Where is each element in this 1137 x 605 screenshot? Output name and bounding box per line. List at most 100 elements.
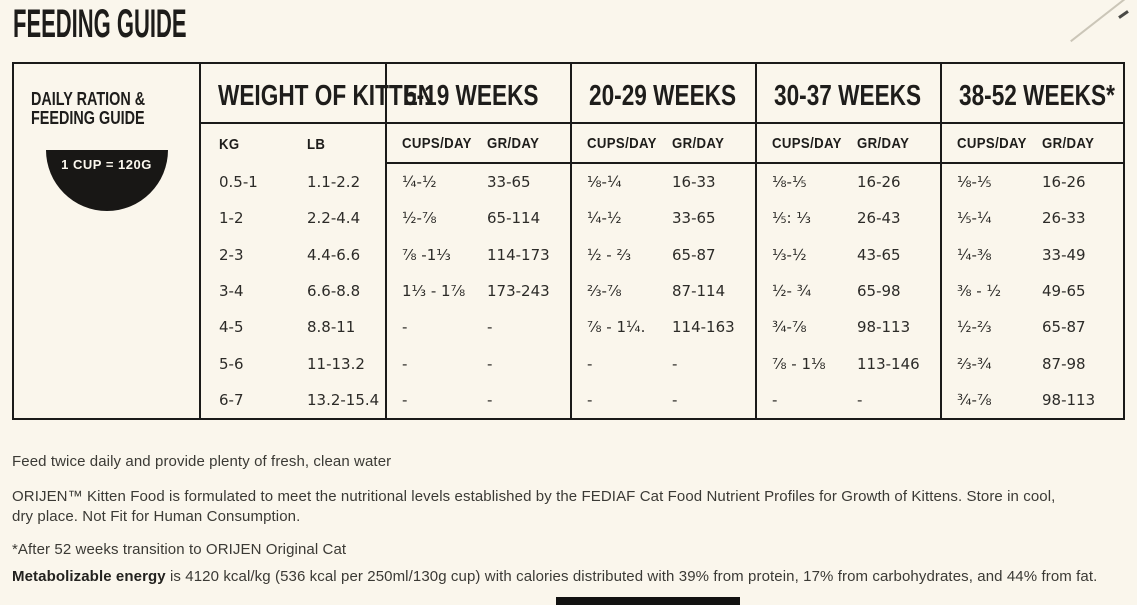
group-header-weight-label: WEIGHT OF KITTEN <box>218 79 435 112</box>
cell-grams: 26-33 <box>1042 209 1086 228</box>
group-header-20-29-weeks: 20-29 WEEKS <box>572 64 755 124</box>
cell-grams: 16-26 <box>1042 173 1086 192</box>
cell-grams: 65-87 <box>1042 318 1086 337</box>
col-header-gr-day: GR/DAY <box>1042 134 1095 152</box>
paper-tear-speck <box>1118 10 1129 19</box>
group-header-weight: WEIGHT OF KITTEN <box>201 64 434 124</box>
table-row: ⅔-⅞ 87-114 <box>572 273 755 309</box>
cell-cups: ¼-½ <box>587 209 622 228</box>
note-metabolizable-energy-bold: Metabolizable energy <box>12 568 166 585</box>
table-row: ⅜ - ½ 49-65 <box>942 273 1125 309</box>
table-row: -- <box>757 382 940 418</box>
column-group-30-37-weeks: 30-37 WEEKS CUPS/DAY GR/DAY ⅛-⅕ 16-26 ⅕: … <box>755 64 940 418</box>
corner-column: DAILY RATION & FEEDING GUIDE 1 CUP = 120… <box>14 64 199 418</box>
table-row: 0.5-1 1.1-2.2 <box>201 164 385 200</box>
table-row: ⅓-½ 43-65 <box>757 237 940 273</box>
cell-grams: 87-98 <box>1042 354 1086 373</box>
subheader-row: CUPS/DAY GR/DAY <box>572 124 755 164</box>
table-row: ⅞ - 1¼. 114-163 <box>572 309 755 345</box>
subheader-row-weight: KG LB <box>201 124 385 164</box>
cell-cups: ⅔-¾ <box>957 354 992 373</box>
cell-cups: ½-⅞ <box>402 209 437 228</box>
table-row: 1⅓ - 1⅞ 173-243 <box>387 273 570 309</box>
cell-grams: 65-98 <box>857 281 901 300</box>
cell-grams: 113-146 <box>857 354 920 373</box>
cell-cups: ½- ¾ <box>772 281 812 300</box>
column-group-20-29-weeks: 20-29 WEEKS CUPS/DAY GR/DAY ⅛-¼ 16-33 ¼-½… <box>570 64 755 418</box>
table-row: ⅞ -1⅓ 114-173 <box>387 237 570 273</box>
table-row: ½- ¾ 65-98 <box>757 273 940 309</box>
cell-cups: ⅓-½ <box>772 245 807 264</box>
cell-grams: - <box>487 390 493 409</box>
col-header-gr-day: GR/DAY <box>672 134 725 152</box>
cell-grams: - <box>672 390 678 409</box>
cell-cups: - <box>402 354 408 373</box>
cell-cups: ½ - ⅔ <box>587 245 632 264</box>
table-row: ¾-⅞ 98-113 <box>757 309 940 345</box>
cell-grams: 87-114 <box>672 281 726 300</box>
table-row: ⅕-¼ 26-33 <box>942 200 1125 236</box>
col-header-cups-day: CUPS/DAY <box>772 134 842 152</box>
table-row: 2-3 4.4-6.6 <box>201 237 385 273</box>
group-header-5-19-weeks: 5-19 WEEKS <box>387 64 570 124</box>
cell-kg: 0.5-1 <box>219 173 258 192</box>
cell-grams: 33-65 <box>487 173 531 192</box>
col-header-cups-day: CUPS/DAY <box>402 134 472 152</box>
column-group-weight: WEIGHT OF KITTEN KG LB 0.5-1 1.1-2.2 1-2 2… <box>199 64 434 418</box>
page-title: FEEDING GUIDE <box>13 2 187 46</box>
table-row: 1-2 2.2-4.4 <box>201 200 385 236</box>
table-row: ¼-⅜ 33-49 <box>942 237 1125 273</box>
table-row: ⅞ - 1⅛ 113-146 <box>757 345 940 381</box>
cell-grams: 173-243 <box>487 281 550 300</box>
table-row: -- <box>387 382 570 418</box>
cell-grams: 33-65 <box>672 209 716 228</box>
paper-tear-mark <box>1070 0 1137 43</box>
table-row: 5-6 11-13.2 <box>201 345 385 381</box>
group-header-38-52-weeks: 38-52 WEEKS* <box>942 64 1125 124</box>
cell-grams: 49-65 <box>1042 281 1086 300</box>
col-header-kg: KG <box>219 135 240 153</box>
table-row: 6-7 13.2-15.4 <box>201 382 385 418</box>
group-header-30-37-weeks: 30-37 WEEKS <box>757 64 940 124</box>
cell-grams: 114-173 <box>487 245 550 264</box>
table-row: ¼-½ 33-65 <box>572 200 755 236</box>
table-row: ½ - ⅔ 65-87 <box>572 237 755 273</box>
note-metabolizable-energy-rest: is 4120 kcal/kg (536 kcal per 250ml/130g… <box>165 568 1098 585</box>
cell-cups: ¾-⅞ <box>772 318 807 337</box>
note-nutrient-profile: ORIJEN™ Kitten Food is formulated to mee… <box>12 488 1056 525</box>
cup-size-badge-label: 1 CUP = 120G <box>61 157 152 173</box>
feeding-guide-table: DAILY RATION & FEEDING GUIDE 1 CUP = 120… <box>12 62 1125 420</box>
corner-header-line1: DAILY RATION & <box>31 89 146 109</box>
cell-lb: 8.8-11 <box>307 318 356 337</box>
cell-cups: ⅞ -1⅓ <box>402 245 451 264</box>
table-row: -- <box>387 309 570 345</box>
cell-grams: 98-113 <box>857 318 911 337</box>
cell-grams: - <box>672 354 678 373</box>
subheader-row: CUPS/DAY GR/DAY <box>942 124 1125 164</box>
cell-cups: - <box>402 318 408 337</box>
cell-kg: 5-6 <box>219 354 244 373</box>
note-transition: *After 52 weeks transition to ORIJEN Ori… <box>12 541 347 558</box>
table-row: 3-4 6.6-8.8 <box>201 273 385 309</box>
cell-grams: 65-87 <box>672 245 716 264</box>
cell-grams: - <box>487 318 493 337</box>
table-row: ¼-½ 33-65 <box>387 164 570 200</box>
cell-lb: 1.1-2.2 <box>307 173 361 192</box>
column-group-5-19-weeks: 5-19 WEEKS CUPS/DAY GR/DAY ¼-½ 33-65 ½-⅞ 6… <box>385 64 570 418</box>
table-row: 4-5 8.8-11 <box>201 309 385 345</box>
note-feed-twice-daily: Feed twice daily and provide plenty of f… <box>12 453 392 470</box>
subheader-row: CUPS/DAY GR/DAY <box>757 124 940 164</box>
cell-cups: ¾-⅞ <box>957 390 992 409</box>
corner-header: DAILY RATION & FEEDING GUIDE <box>14 64 199 128</box>
cell-grams: - <box>487 354 493 373</box>
note-metabolizable-energy: Metabolizable energy is 4120 kcal/kg (53… <box>12 567 1097 587</box>
cell-grams: - <box>857 390 863 409</box>
cell-cups: - <box>772 390 778 409</box>
table-row: ⅛-¼ 16-33 <box>572 164 755 200</box>
cell-grams: 26-43 <box>857 209 901 228</box>
cell-grams: 114-163 <box>672 318 735 337</box>
col-header-gr-day: GR/DAY <box>487 134 540 152</box>
table-row: -- <box>572 345 755 381</box>
table-row: -- <box>387 345 570 381</box>
cell-lb: 11-13.2 <box>307 354 365 373</box>
